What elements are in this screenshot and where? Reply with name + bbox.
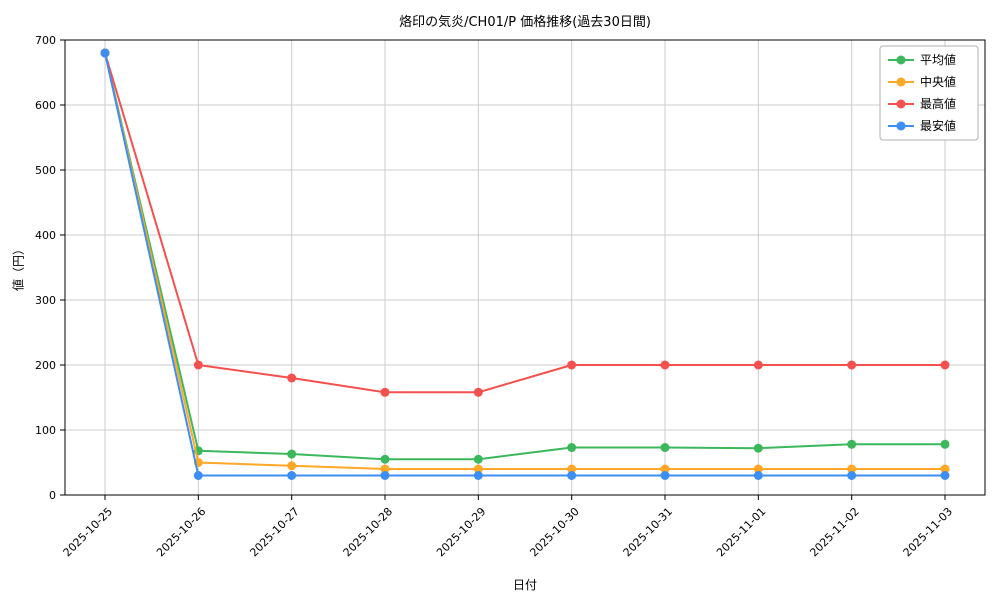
x-axis-label: 日付 — [512, 578, 538, 592]
y-tick-label: 300 — [35, 294, 56, 307]
data-point — [940, 464, 950, 474]
y-tick-label: 200 — [35, 359, 56, 372]
series-line-2 — [104, 52, 945, 394]
data-point — [847, 464, 857, 474]
data-point — [753, 471, 763, 480]
data-point — [660, 464, 670, 474]
x-tick-label: 2025-11-03 — [901, 505, 955, 559]
legend-marker — [896, 121, 906, 131]
y-tick-label: 500 — [35, 164, 56, 177]
y-tick-label: 100 — [35, 424, 56, 437]
data-point — [847, 471, 857, 480]
data-point — [847, 360, 857, 370]
data-point — [287, 449, 297, 459]
legend-label: 最安値 — [920, 118, 956, 133]
x-tick-label: 2025-10-25 — [61, 505, 115, 559]
legend-label: 最高値 — [920, 96, 956, 111]
data-point — [660, 443, 670, 453]
data-point — [380, 464, 390, 474]
plot-border — [64, 39, 986, 496]
data-point — [473, 464, 483, 474]
data-point — [193, 471, 203, 480]
data-point — [473, 454, 483, 464]
data-point — [940, 471, 950, 480]
y-tick-label: 600 — [35, 99, 56, 112]
legend-label: 平均値 — [920, 52, 956, 67]
y-tick-label: 400 — [35, 229, 56, 242]
x-tick-label: 2025-10-29 — [434, 505, 488, 559]
data-point — [567, 471, 577, 480]
data-point — [567, 443, 577, 453]
y-tick-label: 0 — [49, 489, 56, 502]
data-point — [287, 461, 297, 471]
x-tick-label: 2025-10-28 — [341, 505, 395, 559]
series-line-1 — [104, 52, 945, 470]
legend-label: 中央値 — [920, 74, 956, 89]
data-point — [380, 387, 390, 397]
data-point — [380, 454, 390, 464]
series-line-0 — [104, 52, 945, 461]
data-point — [940, 360, 950, 370]
x-tick-label: 2025-10-31 — [621, 505, 675, 559]
x-tick-label: 2025-10-26 — [154, 505, 208, 559]
data-point — [660, 360, 670, 370]
data-point — [753, 360, 763, 370]
data-point — [380, 471, 390, 480]
x-tick-label: 2025-11-01 — [714, 505, 768, 559]
chart-title: 烙印の気炎/CH01/P 価格推移(過去30日間) — [399, 15, 651, 30]
legend-marker — [896, 55, 906, 65]
x-tick-label: 2025-10-27 — [247, 505, 301, 559]
legend-marker — [896, 99, 906, 109]
legend-marker — [896, 77, 906, 87]
x-tick-label: 2025-11-02 — [807, 505, 861, 559]
data-point — [473, 471, 483, 480]
data-point — [287, 373, 297, 383]
series-line-3 — [104, 52, 945, 477]
data-point — [567, 464, 577, 474]
data-point — [567, 360, 577, 370]
data-point — [847, 439, 857, 449]
data-point — [287, 471, 297, 480]
data-point — [193, 360, 203, 370]
data-point — [753, 464, 763, 474]
data-point — [940, 439, 950, 449]
x-tick-label: 2025-10-30 — [527, 505, 581, 559]
y-tick-label: 700 — [35, 34, 56, 47]
data-point — [753, 443, 763, 453]
data-point — [660, 471, 670, 480]
legend-box — [879, 45, 979, 141]
data-point — [473, 387, 483, 397]
data-point — [100, 48, 110, 58]
